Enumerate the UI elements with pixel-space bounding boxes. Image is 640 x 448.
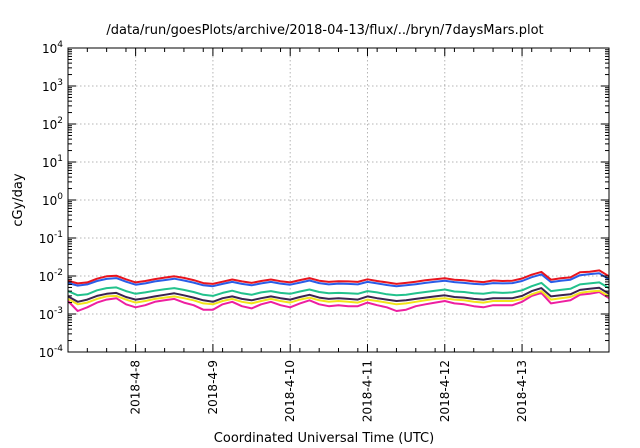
y-tick-label: 104 [42,40,63,56]
series-line-5 [67,291,610,312]
y-tick-label: 10-2 [39,268,63,284]
y-axis-label: cGy/day [11,173,26,227]
x-tick-label: 2018-4-10 [283,360,297,422]
y-tick-label: 10-3 [39,306,63,322]
chart-title: /data/run/goesPlots/archive/2018-04-13/f… [106,23,543,38]
y-axis: 10-4 10-3 10-2 10-1 100 101 102 103 104 [39,40,609,360]
y-tick-label: 100 [42,192,63,208]
series-line-3 [67,286,610,303]
x-tick-label: 2018-4-12 [438,360,452,422]
grid [68,48,609,352]
x-tick-label: 2018-4-9 [206,360,220,414]
y-tick-label: 10-4 [39,344,64,360]
x-tick-label: 2018-4-11 [360,360,374,422]
x-tick-label: 2018-4-13 [515,360,529,422]
x-tick-label: 2018-4-8 [129,360,143,414]
y-tick-label: 10-1 [39,230,63,246]
series-line-2 [67,281,610,297]
series-layer [67,269,610,312]
y-tick-label: 102 [42,116,63,132]
x-axis-label: Coordinated Universal Time (UTC) [214,431,434,446]
series-line-1 [67,272,610,288]
series-line-0 [67,269,610,285]
x-axis: 2018-4-8 2018-4-9 2018-4-10 2018-4-11 2018-4… [67,48,610,422]
y-tick-label: 103 [42,78,63,94]
series-line-4 [67,289,610,306]
y-tick-label: 101 [42,154,63,170]
